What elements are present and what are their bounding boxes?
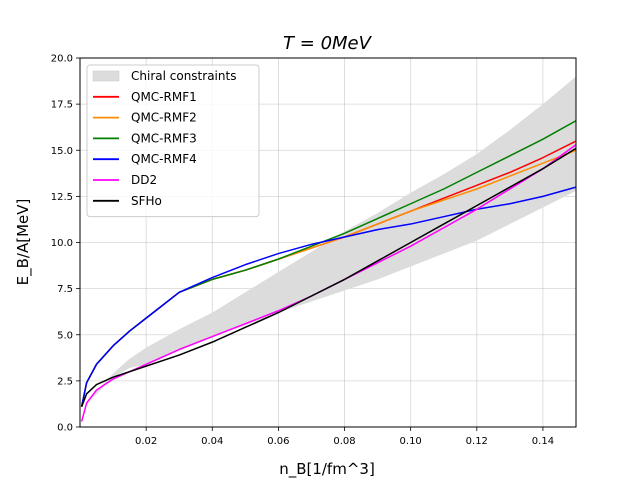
legend-label: QMC-RMF1 bbox=[131, 90, 197, 104]
legend: Chiral constraints QMC-RMF1 QMC-RMF2 QMC-RM… bbox=[86, 64, 260, 218]
y-tick-label: 0.0 bbox=[57, 423, 73, 434]
legend-label: DD2 bbox=[131, 173, 157, 187]
y-axis-label: E_B/A[MeV] bbox=[14, 199, 33, 286]
y-tick-label: 10.0 bbox=[51, 238, 73, 249]
y-tick-label: 2.5 bbox=[57, 376, 73, 387]
series-line-qmc-rmf4 bbox=[80, 186, 577, 407]
legend-box bbox=[86, 64, 260, 218]
x-tick-label: 0.12 bbox=[466, 436, 488, 447]
x-tick-label: 0.10 bbox=[400, 436, 422, 447]
legend-label: QMC-RMF3 bbox=[131, 131, 197, 145]
legend-label: QMC-RMF4 bbox=[131, 152, 197, 166]
legend-label: QMC-RMF2 bbox=[131, 111, 197, 125]
legend-swatch-band bbox=[92, 70, 120, 82]
y-tick-label: 20.0 bbox=[51, 54, 73, 65]
x-tick-label: 0.14 bbox=[532, 436, 554, 447]
legend-label: SFHo bbox=[131, 194, 162, 208]
chart-title: T = 0MeV bbox=[283, 33, 373, 54]
x-tick-label: 0.02 bbox=[135, 436, 157, 447]
y-tick-label: 5.0 bbox=[57, 330, 73, 341]
y-axis-ticks: 0.0 2.5 5.0 7.5 10.0 12.5 15.0 17.5 20.0 bbox=[51, 54, 80, 434]
x-tick-label: 0.04 bbox=[201, 436, 223, 447]
series-layer bbox=[80, 120, 577, 422]
x-tick-label: 0.06 bbox=[267, 436, 289, 447]
x-axis-label: n_B[1/fm^3] bbox=[279, 460, 375, 479]
x-tick-label: 0.08 bbox=[333, 436, 355, 447]
x-axis-ticks: 0.02 0.04 0.06 0.08 0.10 0.12 0.14 bbox=[135, 427, 554, 447]
legend-label: Chiral constraints bbox=[131, 69, 236, 83]
y-tick-label: 17.5 bbox=[51, 100, 73, 111]
series-line-sfho bbox=[80, 147, 577, 407]
series-line-dd2 bbox=[80, 144, 577, 422]
y-tick-label: 12.5 bbox=[51, 192, 73, 203]
y-tick-label: 15.0 bbox=[51, 146, 73, 157]
y-tick-label: 7.5 bbox=[57, 284, 73, 295]
